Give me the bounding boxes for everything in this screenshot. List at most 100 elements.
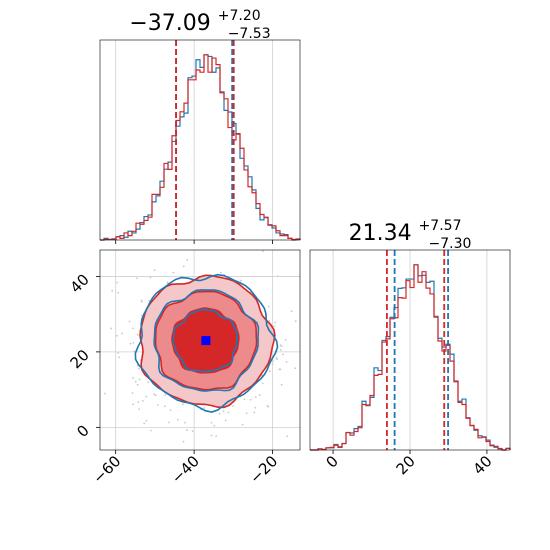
sample-point bbox=[182, 440, 185, 443]
histogram-series-red bbox=[310, 264, 511, 451]
sample-point bbox=[118, 356, 121, 359]
sample-point bbox=[268, 370, 271, 373]
param1-upper-error: +7.20 bbox=[218, 8, 261, 24]
sample-point bbox=[245, 412, 248, 415]
param2-median-text: 21.34 bbox=[349, 221, 412, 246]
contour-line-red bbox=[171, 307, 240, 374]
sample-point bbox=[280, 348, 282, 351]
sample-point bbox=[268, 319, 271, 322]
sample-point bbox=[136, 333, 139, 336]
sample-point bbox=[186, 429, 188, 432]
sample-point bbox=[274, 321, 276, 324]
histogram-param1-grid bbox=[115, 40, 273, 240]
sample-point bbox=[243, 398, 246, 401]
sample-point bbox=[138, 378, 141, 381]
sample-point bbox=[132, 327, 134, 330]
histogram-param2-title: 21.34 +7.57 −7.30 bbox=[349, 211, 472, 252]
sample-point bbox=[186, 258, 189, 261]
histogram-param1: −37.09 +7.20 −7.53 bbox=[99, 1, 301, 244]
sample-point bbox=[136, 383, 139, 386]
sample-point bbox=[210, 421, 213, 424]
param2-lower-error: −7.30 bbox=[428, 236, 471, 252]
sample-point bbox=[182, 265, 185, 268]
sample-point bbox=[279, 368, 282, 371]
sample-point bbox=[281, 353, 284, 356]
sample-point bbox=[140, 299, 143, 302]
sample-point bbox=[272, 360, 275, 363]
sample-point bbox=[222, 410, 225, 413]
sample-point bbox=[156, 404, 159, 406]
sample-point bbox=[290, 310, 293, 313]
sample-point bbox=[191, 430, 194, 433]
sample-point bbox=[132, 377, 134, 379]
sample-point bbox=[215, 435, 218, 438]
histogram-param1-border bbox=[99, 39, 301, 241]
sample-point bbox=[218, 412, 221, 415]
sample-point bbox=[261, 382, 264, 385]
sample-point bbox=[137, 401, 140, 404]
sample-point bbox=[131, 392, 134, 395]
histogram-param2: 21.34 +7.57 −7.30 0 20 40 bbox=[309, 211, 511, 478]
histogram-param1-xticks bbox=[115, 240, 273, 244]
sample-point bbox=[232, 405, 234, 407]
sample-point bbox=[172, 271, 175, 274]
sample-point bbox=[272, 325, 275, 328]
sample-point bbox=[132, 341, 135, 344]
sample-point bbox=[138, 367, 140, 370]
sample-point bbox=[150, 429, 152, 432]
sample-point bbox=[203, 407, 206, 409]
sample-point bbox=[253, 411, 256, 414]
histogram-param1-quantile-lines bbox=[175, 40, 235, 240]
contour-line-red bbox=[154, 290, 258, 391]
sample-point bbox=[176, 418, 179, 421]
sample-point bbox=[111, 289, 114, 292]
joint-panel-border bbox=[99, 249, 301, 451]
sample-point bbox=[143, 422, 146, 425]
contour-line-blue bbox=[172, 308, 238, 373]
histogram-param1-title: −37.09 +7.20 −7.53 bbox=[129, 1, 270, 42]
sample-point bbox=[129, 342, 132, 345]
param1-median-text: −37.09 bbox=[129, 11, 210, 36]
sample-point bbox=[138, 408, 140, 411]
sample-point bbox=[117, 351, 120, 354]
histogram-param1-frame bbox=[100, 40, 300, 240]
histogram-param1-bars bbox=[100, 54, 301, 241]
sample-point bbox=[276, 358, 279, 361]
histogram-param2-quantile-lines bbox=[386, 250, 449, 450]
sample-point bbox=[261, 250, 264, 253]
sample-point bbox=[249, 398, 252, 401]
sample-point bbox=[164, 394, 167, 397]
sample-point bbox=[116, 281, 119, 284]
sample-point bbox=[294, 320, 297, 323]
sample-point bbox=[285, 360, 288, 363]
sample-point bbox=[128, 320, 131, 323]
histogram-series-red bbox=[100, 54, 301, 241]
sample-point bbox=[210, 434, 213, 437]
sample-point bbox=[267, 305, 270, 308]
contour-line-blue bbox=[134, 273, 279, 413]
sample-point bbox=[115, 334, 118, 337]
sample-point bbox=[121, 332, 123, 335]
sample-point bbox=[286, 435, 289, 438]
sample-point bbox=[254, 396, 257, 398]
sample-point bbox=[275, 357, 278, 359]
sample-point bbox=[133, 350, 135, 353]
sample-point bbox=[294, 367, 297, 370]
histogram-param2-bars bbox=[310, 264, 511, 451]
sample-point bbox=[153, 393, 155, 396]
sample-point bbox=[213, 424, 216, 427]
sample-point bbox=[134, 380, 137, 383]
sample-point bbox=[276, 275, 279, 278]
sample-point bbox=[184, 421, 186, 424]
sample-point bbox=[148, 299, 151, 302]
sample-point bbox=[254, 406, 257, 409]
sample-point bbox=[169, 409, 172, 412]
sample-point bbox=[284, 338, 287, 341]
sample-point bbox=[280, 383, 283, 386]
sample-point bbox=[145, 395, 148, 398]
sample-point bbox=[168, 421, 171, 424]
sample-point bbox=[271, 363, 274, 366]
param2-upper-error: +7.57 bbox=[419, 218, 462, 234]
sample-point bbox=[227, 411, 230, 414]
